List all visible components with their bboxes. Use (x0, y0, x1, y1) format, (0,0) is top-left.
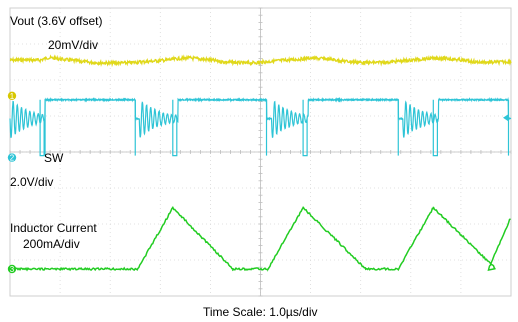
sw-deadtime-pulse (172, 99, 178, 157)
sw-offscreen-indicator (503, 113, 509, 122)
vout-scale: 20mV/div (48, 38, 98, 52)
inductor-scale: 200mA/div (23, 237, 80, 251)
channel-marker-label: 1 (10, 92, 15, 101)
sw-deadtime-pulse (302, 99, 308, 157)
time-scale-label: Time Scale: 1.0µs/div (203, 305, 318, 319)
inductor-label: Inductor Current (10, 221, 97, 235)
sw-scale: 2.0V/div (10, 175, 53, 189)
sw-deadtime-pulse (39, 99, 45, 157)
sw-label: SW (44, 151, 64, 165)
channel-marker (7, 264, 17, 274)
channel-markers: 1 2 3 (7, 91, 509, 274)
vout-trace (9, 54, 512, 68)
sw-deadtime-pulse (432, 99, 438, 157)
vout-label: Vout (3.6V offset) (10, 14, 103, 28)
sw-trace (9, 96, 512, 138)
channel-marker-label: 3 (10, 265, 15, 274)
channel-marker (7, 91, 17, 101)
grid (9, 7, 512, 297)
channel-marker-label: 2 (10, 154, 15, 163)
inductor-current-trace (9, 205, 511, 272)
traces (9, 54, 512, 272)
channel-marker (7, 153, 17, 162)
